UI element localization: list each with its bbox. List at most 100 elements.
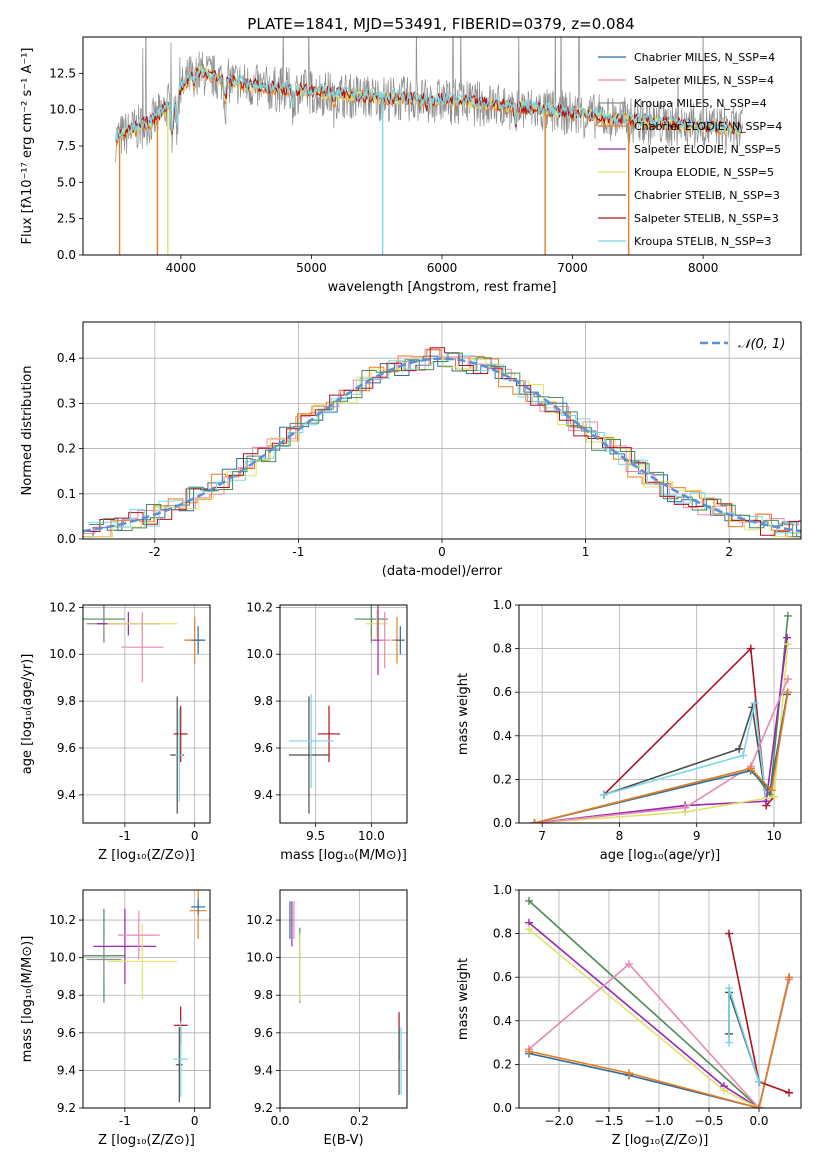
grid bbox=[280, 605, 407, 823]
y-tick-label: 0.2 bbox=[493, 1057, 512, 1071]
y-tick-label: 10.0 bbox=[246, 647, 273, 661]
x-axis-label: age [log₁₀(age/yr)] bbox=[600, 848, 721, 863]
residual-histogram-line bbox=[83, 348, 801, 534]
plot-area bbox=[83, 605, 206, 814]
panel-age_vs_Z: -1 0 9.4 9.6 9.8 10.0 10.2 Z [log₁₀(Z/Z⊙)] age [… bbox=[20, 600, 211, 863]
y-tick-label: 0.8 bbox=[493, 642, 512, 656]
axes-frame bbox=[82, 321, 802, 540]
x-axis-label: Z [log₁₀(Z/Z⊙)] bbox=[98, 848, 195, 863]
mass-weight-marker bbox=[599, 790, 608, 799]
mass-weight-marker bbox=[769, 792, 778, 801]
x-tick-label: 4000 bbox=[166, 261, 197, 275]
mass-weight-marker bbox=[783, 633, 792, 642]
panel-mass_vs_EBV: 0.0 0.2 9.2 9.4 9.6 9.8 10.0 10.2 E(B-V) bbox=[246, 889, 408, 1148]
mass-weight-marker bbox=[725, 984, 733, 993]
plot-area bbox=[83, 890, 207, 1103]
x-tick-label: −0.5 bbox=[694, 1114, 723, 1128]
x-tick-label: −1.5 bbox=[594, 1114, 623, 1128]
x-tick-label: 0 bbox=[191, 829, 199, 843]
y-tick-label: 9.4 bbox=[57, 788, 76, 802]
x-tick-label: 0.2 bbox=[350, 1114, 369, 1128]
grid bbox=[519, 604, 801, 824]
y-tick-label: 9.8 bbox=[254, 988, 273, 1002]
plot-area bbox=[115, 37, 743, 255]
y-axis-label: Flux [fλ10⁻¹⁷ erg cm⁻² s⁻¹ A⁻¹] bbox=[20, 48, 35, 245]
y-tick-label: 1.0 bbox=[493, 598, 512, 612]
mass-weight-marker bbox=[785, 1088, 793, 1097]
plot-area bbox=[83, 347, 801, 538]
x-tick-label: 7000 bbox=[557, 261, 588, 275]
x-tick-label: 10 bbox=[766, 829, 781, 843]
legend-entry: Chabrier MILES, N_SSP=4 bbox=[634, 51, 775, 64]
mass-weight-line bbox=[534, 692, 789, 823]
y-tick-label: 0.3 bbox=[57, 396, 76, 410]
mass-weight-marker bbox=[735, 744, 744, 753]
legend: 𝒩(0, 1) bbox=[700, 337, 785, 352]
plot-area bbox=[288, 605, 405, 814]
mass-weight-marker bbox=[746, 764, 755, 773]
axes-frame bbox=[279, 889, 408, 1109]
mass-weight-line bbox=[603, 707, 767, 802]
mass-weight-marker bbox=[725, 1038, 733, 1047]
legend-entry: Chabrier STELIB, N_SSP=3 bbox=[634, 189, 780, 202]
legend-entry: Chabrier ELODIE, N_SSP=4 bbox=[634, 120, 782, 133]
mass-weight-marker bbox=[783, 640, 792, 649]
x-tick-label: 0 bbox=[191, 1114, 199, 1128]
y-tick-label: 10.2 bbox=[246, 600, 273, 614]
x-tick-label: −2.0 bbox=[544, 1114, 573, 1128]
mass-weight-marker bbox=[625, 960, 633, 969]
y-axis-label: mass weight bbox=[456, 958, 471, 1040]
mass-weight-marker bbox=[746, 644, 755, 653]
x-axis-label: Z [log₁₀(Z/Z⊙)] bbox=[98, 1133, 195, 1148]
mass-weight-marker bbox=[681, 803, 690, 812]
y-tick-label: 0.4 bbox=[493, 1014, 512, 1028]
mass-weight-marker bbox=[625, 1069, 633, 1078]
normal-curve-line bbox=[83, 357, 801, 533]
mass-weight-marker bbox=[783, 688, 792, 697]
x-tick-label: 8 bbox=[616, 829, 624, 843]
mass-weight-marker bbox=[525, 925, 533, 934]
mass-weight-marker bbox=[755, 1104, 763, 1108]
legend-entry: Kroupa STELIB, N_SSP=3 bbox=[634, 235, 772, 248]
residual-histogram-line bbox=[85, 347, 801, 536]
y-axis-label: age [log₁₀(age/yr)] bbox=[20, 654, 35, 775]
y-tick-label: 0.6 bbox=[493, 685, 512, 699]
axes-frame bbox=[82, 604, 211, 824]
grid bbox=[279, 890, 407, 1109]
y-tick-label: 1.0 bbox=[493, 883, 512, 897]
x-axis-label: mass [log₁₀(M/M⊙)] bbox=[280, 848, 407, 863]
y-tick-label: 0.8 bbox=[493, 927, 512, 941]
mass-weight-line bbox=[528, 977, 790, 1108]
mass-weight-line bbox=[534, 637, 788, 823]
legend-entry: Salpeter MILES, N_SSP=4 bbox=[634, 74, 774, 87]
x-tick-label: -1 bbox=[292, 545, 304, 559]
y-tick-label: 12.5 bbox=[49, 66, 76, 80]
x-tick-label: 9.5 bbox=[306, 829, 325, 843]
x-tick-label: 1 bbox=[582, 545, 590, 559]
panel-spectrum: 4000 5000 6000 7000 8000 0.0 2.5 5.0 7.5 10.0 12.5… bbox=[20, 36, 802, 295]
mass-weight-line bbox=[603, 646, 775, 808]
y-tick-label: 9.8 bbox=[57, 694, 76, 708]
axes-frame bbox=[518, 604, 802, 824]
y-tick-label: 9.6 bbox=[57, 1026, 76, 1040]
axes-frame bbox=[279, 604, 408, 824]
y-tick-label: 0.4 bbox=[493, 729, 512, 743]
y-tick-label: 9.8 bbox=[254, 694, 273, 708]
y-tick-label: 10.0 bbox=[49, 103, 76, 117]
mass-weight-line bbox=[534, 644, 789, 823]
mass-weight-marker bbox=[525, 896, 533, 905]
legend-entry: Kroupa MILES, N_SSP=4 bbox=[634, 97, 767, 110]
grid bbox=[83, 605, 210, 823]
legend-entry: 𝒩(0, 1) bbox=[738, 337, 785, 352]
x-tick-label: -1 bbox=[119, 1114, 131, 1128]
mass-weight-marker bbox=[783, 611, 792, 620]
mass-weight-marker bbox=[720, 1086, 728, 1095]
y-tick-label: 10.0 bbox=[49, 951, 76, 965]
y-tick-label: 0.0 bbox=[57, 532, 76, 546]
panel-mass_vs_Z: -1 0 9.2 9.4 9.6 9.8 10.0 10.2 Z [log₁₀(Z/Z⊙)] ma… bbox=[20, 889, 211, 1148]
x-axis-label: wavelength [Angstrom, rest frame] bbox=[328, 280, 557, 295]
x-axis-label: E(B-V) bbox=[323, 1133, 363, 1148]
panel-residuals: -2 -1 0 1 2 0.0 0.1 0.2 0.3 0.4 (data-model)/error… bbox=[20, 321, 802, 579]
mass-weight-marker bbox=[785, 973, 793, 982]
